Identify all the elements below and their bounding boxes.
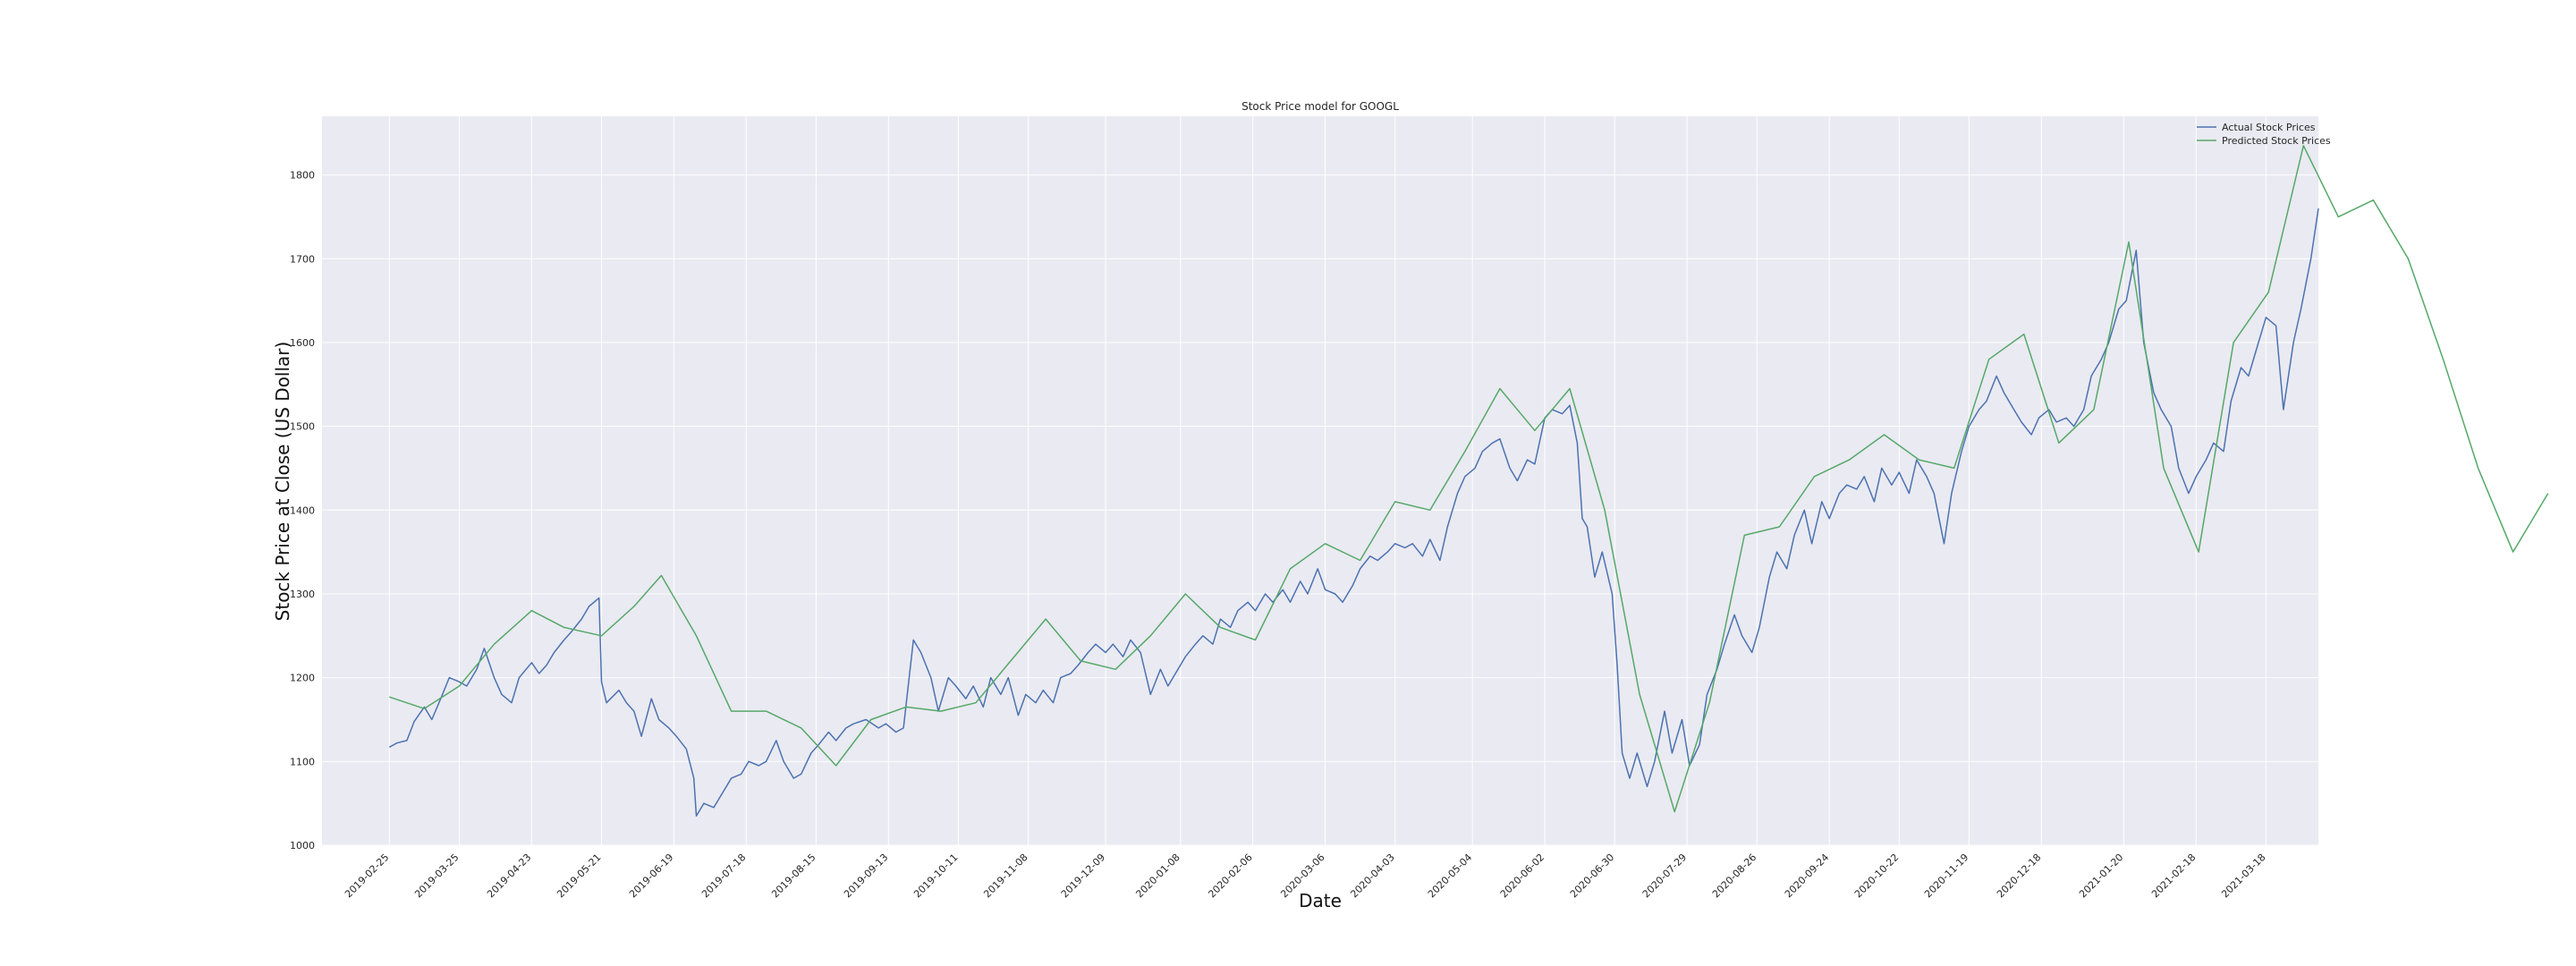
x-tick-label: 2019-10-11 <box>911 852 960 900</box>
y-tick-label: 1300 <box>290 589 315 600</box>
y-axis-title: Stock Price at Close (US Dollar) <box>272 342 293 622</box>
x-tick-label: 2020-12-18 <box>1995 852 2043 900</box>
y-tick-label: 1600 <box>290 337 315 349</box>
x-tick-label: 2020-04-03 <box>1348 852 1396 900</box>
x-tick-label: 2020-06-30 <box>1568 852 1616 900</box>
x-tick-label: 2021-03-18 <box>2219 852 2267 900</box>
legend: Actual Stock Prices Predicted Stock Pric… <box>2197 122 2331 147</box>
x-tick-label: 2019-06-19 <box>627 852 675 900</box>
y-tick-label: 1500 <box>290 421 315 433</box>
plot-background <box>322 116 2318 845</box>
x-tick-label: 2020-01-08 <box>1133 852 1182 900</box>
y-tick-label: 1000 <box>290 840 315 852</box>
x-tick-label: 2020-11-19 <box>1922 852 1970 900</box>
legend-label-actual: Actual Stock Prices <box>2222 122 2316 133</box>
x-tick-label: 2020-10-22 <box>1852 852 1901 900</box>
y-tick-label: 1700 <box>290 253 315 265</box>
x-tick-label: 2020-02-06 <box>1206 852 1254 900</box>
x-tick-label: 2019-07-18 <box>699 852 748 900</box>
y-tick-label: 1200 <box>290 673 315 684</box>
x-tick-label: 2020-09-24 <box>1783 852 1831 900</box>
x-tick-label: 2019-05-21 <box>555 852 603 900</box>
x-axis-title: Date <box>1299 890 1342 911</box>
chart-title: Stock Price model for GOOGL <box>1241 100 1399 113</box>
x-tick-label: 2021-02-18 <box>2149 852 2198 900</box>
legend-label-predicted: Predicted Stock Prices <box>2222 135 2331 147</box>
x-tick-label: 2020-06-02 <box>1498 852 1546 900</box>
series-line-predicted <box>389 145 2549 813</box>
x-tick-label: 2019-12-09 <box>1059 852 1107 900</box>
grid-lines <box>322 116 2318 846</box>
x-tick-label: 2019-03-25 <box>412 852 461 900</box>
x-tick-label: 2019-11-08 <box>981 852 1030 900</box>
x-tick-label: 2019-09-13 <box>842 852 890 900</box>
y-tick-label: 1400 <box>290 504 315 516</box>
y-tick-label: 1800 <box>290 170 315 182</box>
x-tick-label: 2020-05-04 <box>1426 852 1474 900</box>
y-tick-label: 1100 <box>290 756 315 767</box>
series-line-actual <box>388 208 2319 817</box>
x-tick-label: 2020-08-26 <box>1710 852 1758 900</box>
series-lines <box>388 145 2549 817</box>
x-tick-label: 2020-07-29 <box>1640 852 1689 900</box>
x-tick-label: 2021-01-20 <box>2077 852 2125 900</box>
x-tick-label: 2019-08-15 <box>769 852 818 900</box>
y-tick-labels: 1000 1100 1200 1300 1400 1500 1600 1700 1800 <box>290 170 315 852</box>
x-tick-label: 2019-02-25 <box>343 852 391 900</box>
x-tick-label: 2019-04-23 <box>485 852 533 900</box>
